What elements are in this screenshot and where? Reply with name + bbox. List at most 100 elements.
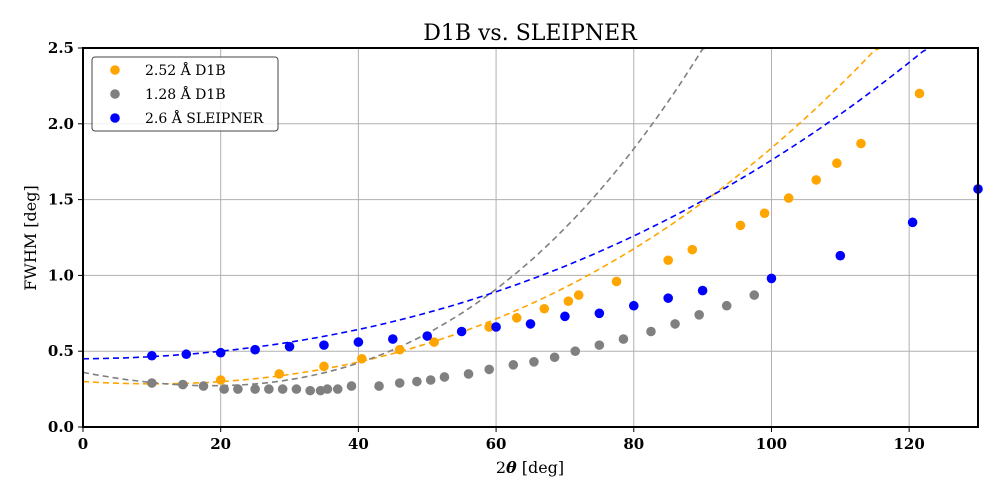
y-tick-label: 2.0 (48, 115, 74, 133)
data-point (646, 326, 656, 337)
data-point (233, 384, 243, 394)
data-point (422, 331, 433, 341)
legend-marker (110, 65, 120, 75)
data-point (274, 369, 285, 379)
x-axis-label-symbol: θ (506, 458, 517, 477)
data-point (670, 319, 680, 329)
data-point (735, 220, 746, 231)
data-point (663, 255, 673, 266)
data-point (766, 273, 777, 284)
x-tick-label: 100 (756, 435, 787, 453)
x-tick-label: 0 (78, 435, 88, 453)
data-point (412, 376, 422, 387)
data-point (291, 384, 302, 394)
data-point (508, 360, 519, 370)
data-point (463, 369, 474, 379)
data-point (147, 350, 157, 361)
x-tick-label: 80 (623, 435, 644, 453)
data-point (305, 385, 315, 396)
data-point (570, 346, 581, 357)
data-point (357, 353, 367, 364)
data-point (721, 300, 732, 311)
legend-label: 2.52 Å D1B (145, 61, 226, 79)
x-axis-label: 2θ [deg] (496, 458, 564, 477)
data-point (388, 334, 398, 344)
data-point (539, 303, 550, 314)
data-point (783, 193, 794, 203)
x-tick-label: 60 (486, 435, 507, 453)
chart-title: D1B vs. SLEIPNER (423, 21, 638, 46)
data-point (353, 337, 364, 347)
data-point (491, 322, 501, 332)
data-point (694, 310, 704, 320)
data-point (525, 319, 536, 329)
data-point (835, 250, 846, 261)
data-point (394, 344, 405, 355)
data-point (456, 326, 467, 337)
data-point (181, 349, 192, 360)
data-point (832, 158, 842, 169)
y-tick-label: 0.5 (48, 342, 74, 360)
data-point (914, 88, 925, 99)
data-point (215, 347, 226, 358)
x-tick-label: 20 (210, 435, 231, 453)
legend-marker (110, 89, 120, 99)
y-tick-label: 0.0 (48, 418, 74, 436)
plot-frame (82, 47, 979, 428)
data-point (628, 300, 639, 311)
data-point (697, 285, 708, 296)
data-point (198, 381, 209, 391)
data-point (749, 290, 760, 300)
x-axis-label-unit: [deg] (522, 458, 564, 477)
legend-label: 2.6 Å SLEIPNER (145, 109, 264, 127)
data-point (759, 208, 770, 219)
data-points (147, 88, 983, 396)
data-point (484, 322, 494, 332)
data-point (439, 372, 450, 382)
data-point (332, 384, 343, 394)
data-point (611, 276, 622, 287)
data-point (219, 384, 229, 394)
data-point (687, 244, 698, 255)
data-point (529, 357, 539, 367)
data-point (250, 384, 260, 394)
data-point (594, 308, 605, 319)
x-axis-label-prefix: 2 (496, 458, 506, 477)
data-point (147, 378, 157, 388)
x-tick-label: 120 (893, 435, 924, 453)
data-point (429, 337, 439, 347)
data-point (484, 364, 494, 375)
fit-curve (82, 47, 978, 360)
data-point (856, 138, 866, 149)
data-point (264, 384, 274, 394)
data-point (663, 293, 673, 303)
data-point (346, 381, 357, 391)
data-point (563, 296, 574, 306)
y-tick-label: 1.5 (48, 191, 74, 209)
data-point (425, 375, 436, 385)
data-point (511, 313, 522, 323)
data-point (560, 311, 570, 322)
data-point (215, 375, 226, 385)
data-point (319, 361, 329, 372)
data-point (594, 340, 605, 350)
data-point (322, 384, 333, 394)
data-point (573, 290, 584, 300)
data-point (277, 384, 288, 394)
data-point (394, 378, 405, 388)
y-tick-label: 2.5 (48, 39, 74, 57)
legend-marker (110, 113, 120, 123)
x-tick-label: 40 (348, 435, 369, 453)
legend-box (91, 56, 279, 132)
data-point (178, 379, 188, 390)
fit-curve (82, 47, 978, 385)
data-point (374, 381, 384, 391)
data-point (319, 340, 329, 350)
axis-ticks: 0 20 40 60 80 100 120 0.0 0.5 1.0 1.5 2.0 2.5 (48, 39, 925, 453)
y-axis-label: FWHM [deg] (21, 185, 40, 290)
legend-label: 1.28 Å D1B (145, 85, 226, 103)
data-point (811, 175, 822, 185)
data-point (250, 344, 260, 355)
data-point (549, 352, 560, 363)
